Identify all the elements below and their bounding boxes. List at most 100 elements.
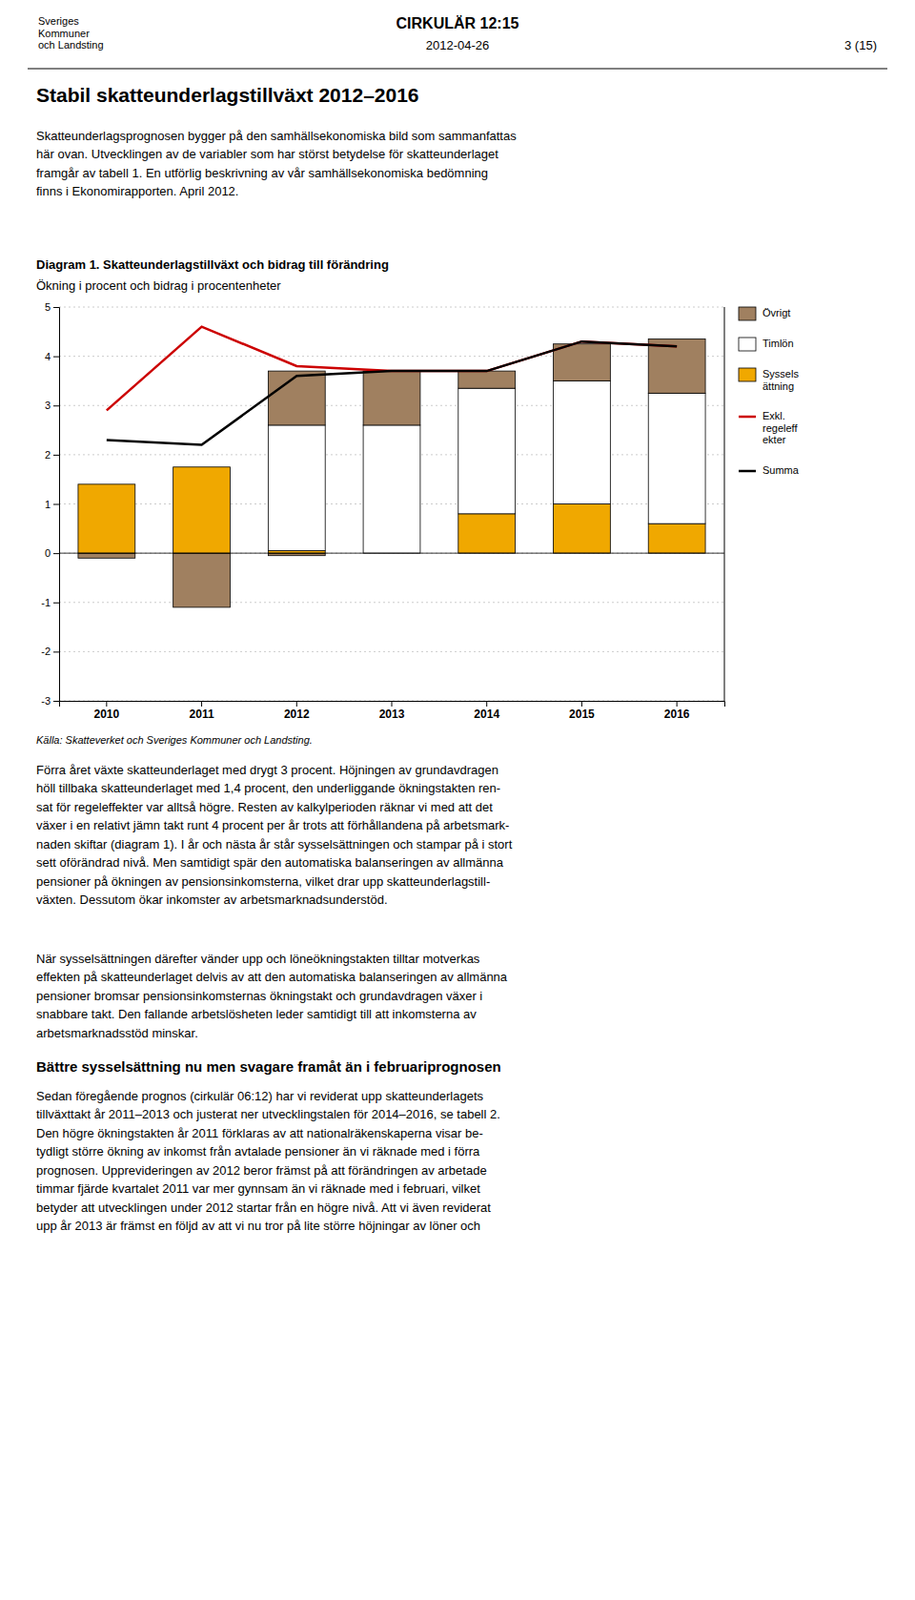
x-tick-mark (201, 700, 203, 707)
y-tick-label: -1 (40, 596, 51, 609)
legend-swatch (738, 367, 756, 382)
body-text: När sysselsättningen därefter vänder upp… (36, 951, 509, 1040)
bar (363, 425, 421, 553)
y-tick-mark (53, 602, 60, 604)
grid-line (59, 650, 725, 652)
legend-label: Sysselsättning (762, 367, 799, 392)
bar (553, 380, 611, 504)
grid (59, 306, 725, 701)
legend-label: Övrigt (762, 306, 791, 319)
line (106, 326, 677, 411)
y-tick-label: 2 (44, 448, 51, 461)
bar (648, 523, 706, 553)
x-tick: 2014 (473, 700, 500, 721)
y-axis: -3 -2 -1 0 1 2 3 4 5 (40, 301, 60, 707)
y-tick-label: -2 (40, 645, 51, 657)
legend-item: Övrigt (738, 306, 791, 321)
logo-text: SverigesKommuneroch Landsting (38, 15, 104, 51)
x-tick: 2010 (94, 700, 121, 721)
legend-item: Timlön (738, 337, 794, 351)
y-tick-label: 4 (44, 350, 51, 363)
bar (458, 370, 516, 388)
line (106, 341, 677, 445)
y-tick: -2 (40, 645, 60, 657)
circular-number: CIRKULÄR 12:15 (396, 15, 520, 32)
bar-series (78, 552, 326, 608)
header-rule (27, 68, 888, 70)
bar (458, 513, 516, 553)
plot-frame (724, 306, 726, 701)
bar (553, 344, 611, 382)
legend-item: Sysselsättning (738, 367, 799, 392)
bar (267, 425, 326, 551)
zero-line (59, 552, 725, 554)
bar (363, 370, 421, 426)
page: SverigesKommuneroch Landsting CIRKULÄR 12… (0, 0, 915, 1600)
x-tick: 2015 (569, 700, 595, 721)
x-axis: 2010 2011 2012 2013 2014 2015 2016 (60, 700, 726, 721)
x-tick-label: 2011 (189, 707, 215, 721)
chart-subtitle: Ökning i procent och bidrag i procentenh… (36, 278, 282, 293)
grid-line (59, 552, 725, 554)
chart-title: Diagram 1. Skatteunderlagstillväxt och b… (36, 257, 389, 272)
legend-item: Summa (738, 464, 800, 476)
y-tick: -1 (40, 596, 60, 609)
bar (173, 467, 231, 553)
y-tick-mark (53, 552, 60, 554)
grid-line (59, 306, 725, 308)
legend-label: Timlön (762, 337, 794, 349)
x-tick-mark (296, 700, 298, 707)
plot-area (59, 326, 725, 608)
legend-swatch (738, 306, 756, 321)
y-tick-mark (53, 650, 60, 652)
bar (267, 370, 326, 426)
bar (458, 387, 516, 514)
legend-swatch (738, 469, 756, 473)
x-tick-label: 2016 (664, 707, 691, 721)
y-tick: 3 (44, 399, 60, 411)
x-tick-label: 2010 (94, 707, 121, 721)
y-tick-label: 1 (44, 498, 51, 510)
y-tick-label: 5 (44, 301, 51, 313)
x-tick: 2013 (379, 700, 406, 721)
x-tick-label: 2013 (379, 707, 406, 721)
legend-swatch (738, 337, 756, 351)
x-tick: 2012 (284, 700, 310, 721)
y-tick: 2 (44, 448, 60, 461)
bar (648, 392, 706, 524)
x-tick-label: 2014 (473, 707, 500, 721)
page-number: 3 (15) (844, 38, 877, 53)
y-tick-mark (53, 700, 60, 702)
legend-swatch (738, 415, 756, 419)
legend-item: Exkl.regeleffekter (738, 409, 798, 446)
x-tick-mark (581, 700, 583, 707)
bar (173, 552, 231, 608)
y-tick-mark (53, 306, 60, 308)
x-tick: 2011 (189, 700, 215, 721)
body-text: Skatteunderlagsprognosen bygger på den s… (36, 128, 517, 200)
x-tick-label: 2012 (284, 707, 310, 721)
y-tick-mark (53, 504, 60, 506)
body-text: Förra året växte skatteunderlaget med dr… (36, 762, 513, 908)
y-tick-mark (53, 405, 60, 407)
bar-series (267, 380, 706, 553)
legend-label: Exkl.regeleffekter (762, 409, 798, 446)
bar (78, 552, 136, 558)
y-tick: 5 (44, 301, 60, 313)
y-tick: 0 (44, 547, 60, 559)
bar-series (267, 339, 706, 426)
x-tick-mark (391, 700, 393, 707)
page-title: Stabil skatteunderlagstillväxt 2012–2016 (36, 83, 420, 106)
chart (59, 306, 725, 701)
y-tick-mark (53, 454, 60, 456)
y-tick-label: -3 (40, 694, 51, 707)
x-tick: 2016 (664, 700, 691, 721)
y-tick-label: 3 (44, 399, 51, 411)
legend: Övrigt Timlön Sysselsättning Exkl.regeleffe… (738, 306, 800, 476)
x-tick-mark (486, 700, 488, 707)
x-axis-line (60, 701, 726, 708)
y-tick-mark (53, 356, 60, 358)
bar (648, 339, 706, 394)
bar (78, 484, 136, 553)
y-tick: -3 (40, 694, 60, 707)
